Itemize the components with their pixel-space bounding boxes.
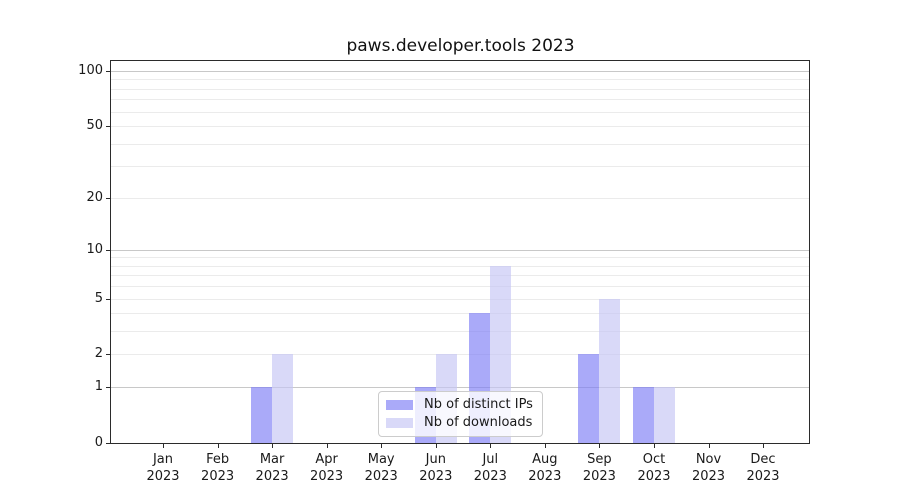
bar-distinct-ips-oct: [633, 387, 654, 443]
gridline-minor-40: [111, 143, 809, 145]
y-tick-5: [106, 298, 111, 300]
bar-downloads-sep: [599, 298, 621, 443]
gridline-minor-5: [111, 298, 809, 300]
x-tick-aug: [544, 443, 546, 448]
y-tick-label-0: 0: [94, 435, 103, 450]
gridline-minor-4: [111, 313, 809, 315]
chart-title: paws.developer.tools 2023: [346, 36, 575, 56]
legend: Nb of distinct IPs Nb of downloads: [378, 391, 543, 437]
gridline-major-10: [111, 249, 809, 251]
x-tick-may: [381, 443, 383, 448]
x-tick-sep: [599, 443, 601, 448]
x-tick-label-feb: Feb 2023: [201, 452, 235, 484]
bar-downloads-oct: [654, 387, 675, 443]
gridline-minor-9: [111, 257, 809, 259]
y-tick-0: [106, 443, 111, 444]
y-tick-1: [106, 387, 111, 389]
x-tick-label-jan: Jan 2023: [146, 452, 180, 484]
bar-distinct-ips-mar: [251, 387, 273, 443]
x-tick-label-dec: Dec 2023: [746, 452, 780, 484]
gridline-minor-90: [111, 79, 809, 81]
gridline-minor-60: [111, 111, 809, 113]
x-tick-label-sep: Sep 2023: [582, 452, 616, 484]
gridline-minor-30: [111, 166, 809, 168]
x-tick-label-nov: Nov 2023: [691, 452, 726, 484]
y-tick-100: [106, 71, 111, 72]
y-tick-label-5: 5: [94, 290, 103, 306]
x-tick-oct: [654, 443, 655, 448]
x-tick-label-jun: Jun 2023: [419, 452, 453, 484]
x-tick-label-jul: Jul 2023: [473, 452, 507, 484]
y-tick-label-2: 2: [94, 346, 103, 362]
gridline-minor-3: [111, 331, 809, 333]
x-tick-dec: [763, 443, 764, 448]
gridline-minor-2: [111, 354, 809, 356]
gridline-minor-7: [111, 275, 809, 277]
x-tick-apr: [326, 443, 328, 448]
gridline-minor-50: [111, 126, 809, 128]
legend-item-distinct-ips: Nb of distinct IPs: [386, 398, 534, 412]
legend-swatch-downloads: [386, 418, 413, 428]
x-tick-feb: [217, 443, 219, 448]
y-tick-label-100: 100: [78, 63, 103, 78]
y-tick-10: [106, 249, 111, 251]
x-tick-label-oct: Oct 2023: [637, 452, 671, 484]
gridline-minor-20: [111, 197, 809, 199]
y-tick-label-1: 1: [94, 379, 103, 395]
y-tick-label-20: 20: [86, 189, 103, 205]
y-tick-label-50: 50: [86, 118, 103, 134]
x-tick-nov: [708, 443, 710, 448]
y-tick-20: [106, 197, 111, 199]
y-tick-label-10: 10: [86, 241, 103, 257]
x-tick-label-apr: Apr 2023: [310, 452, 344, 484]
x-tick-jul: [490, 443, 492, 448]
x-tick-jan: [163, 443, 164, 448]
y-tick-50: [106, 126, 111, 128]
gridline-minor-6: [111, 286, 809, 288]
x-tick-label-aug: Aug 2023: [528, 452, 562, 484]
gridline-minor-80: [111, 88, 809, 90]
gridline-minor-70: [111, 99, 809, 101]
legend-label-distinct-ips: Nb of distinct IPs: [424, 397, 533, 412]
gridline-minor-8: [111, 265, 809, 267]
gridline-major-100: [111, 71, 809, 72]
legend-label-downloads: Nb of downloads: [424, 415, 533, 430]
bar-downloads-mar: [272, 354, 294, 443]
x-tick-mar: [272, 443, 274, 448]
x-tick-label-may: May 2023: [364, 452, 398, 484]
plot-area: [110, 60, 810, 444]
bar-distinct-ips-sep: [578, 354, 600, 443]
gridline-major-1: [111, 387, 809, 389]
x-tick-label-mar: Mar 2023: [255, 452, 289, 484]
y-tick-2: [106, 354, 111, 356]
x-tick-jun: [435, 443, 437, 448]
legend-swatch-distinct-ips: [386, 400, 413, 410]
legend-item-downloads: Nb of downloads: [386, 416, 534, 430]
